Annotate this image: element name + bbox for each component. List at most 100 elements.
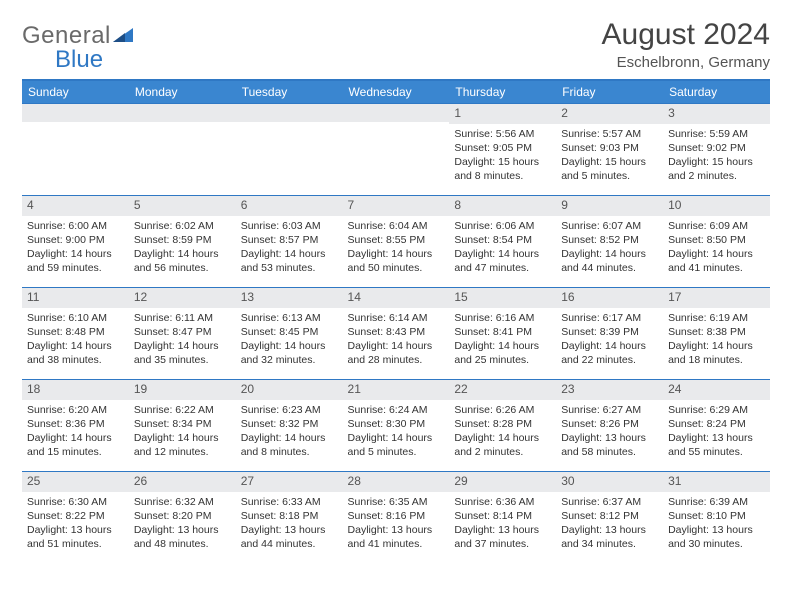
day-details: Sunrise: 6:06 AMSunset: 8:54 PMDaylight:… bbox=[449, 216, 556, 280]
day-details: Sunrise: 6:16 AMSunset: 8:41 PMDaylight:… bbox=[449, 308, 556, 372]
empty-day-strip bbox=[129, 104, 236, 122]
day-number: 3 bbox=[663, 104, 770, 124]
weekday-header: Thursday bbox=[449, 80, 556, 104]
day-number: 23 bbox=[556, 380, 663, 400]
calendar-week-row: 25Sunrise: 6:30 AMSunset: 8:22 PMDayligh… bbox=[22, 472, 770, 564]
brand-part2: Blue bbox=[55, 46, 103, 74]
day-details: Sunrise: 6:27 AMSunset: 8:26 PMDaylight:… bbox=[556, 400, 663, 464]
calendar-day-cell: 6Sunrise: 6:03 AMSunset: 8:57 PMDaylight… bbox=[236, 196, 343, 288]
location: Eschelbronn, Germany bbox=[602, 54, 770, 71]
day-number: 25 bbox=[22, 472, 129, 492]
day-number: 29 bbox=[449, 472, 556, 492]
calendar-week-row: 1Sunrise: 5:56 AMSunset: 9:05 PMDaylight… bbox=[22, 104, 770, 196]
day-number: 22 bbox=[449, 380, 556, 400]
day-details: Sunrise: 6:14 AMSunset: 8:43 PMDaylight:… bbox=[343, 308, 450, 372]
day-details: Sunrise: 6:32 AMSunset: 8:20 PMDaylight:… bbox=[129, 492, 236, 556]
weekday-header: Saturday bbox=[663, 80, 770, 104]
day-number: 16 bbox=[556, 288, 663, 308]
calendar-day-cell: 12Sunrise: 6:11 AMSunset: 8:47 PMDayligh… bbox=[129, 288, 236, 380]
calendar-day-cell bbox=[129, 104, 236, 196]
day-details: Sunrise: 6:23 AMSunset: 8:32 PMDaylight:… bbox=[236, 400, 343, 464]
calendar-day-cell: 10Sunrise: 6:09 AMSunset: 8:50 PMDayligh… bbox=[663, 196, 770, 288]
day-number: 28 bbox=[343, 472, 450, 492]
day-details: Sunrise: 5:57 AMSunset: 9:03 PMDaylight:… bbox=[556, 124, 663, 188]
day-number: 21 bbox=[343, 380, 450, 400]
calendar-day-cell bbox=[236, 104, 343, 196]
calendar-day-cell: 26Sunrise: 6:32 AMSunset: 8:20 PMDayligh… bbox=[129, 472, 236, 564]
day-number: 18 bbox=[22, 380, 129, 400]
day-number: 30 bbox=[556, 472, 663, 492]
day-details: Sunrise: 6:10 AMSunset: 8:48 PMDaylight:… bbox=[22, 308, 129, 372]
calendar-day-cell: 15Sunrise: 6:16 AMSunset: 8:41 PMDayligh… bbox=[449, 288, 556, 380]
day-number: 13 bbox=[236, 288, 343, 308]
calendar-day-cell: 13Sunrise: 6:13 AMSunset: 8:45 PMDayligh… bbox=[236, 288, 343, 380]
calendar-day-cell: 30Sunrise: 6:37 AMSunset: 8:12 PMDayligh… bbox=[556, 472, 663, 564]
title-block: August 2024 Eschelbronn, Germany bbox=[602, 18, 770, 71]
calendar-day-cell: 31Sunrise: 6:39 AMSunset: 8:10 PMDayligh… bbox=[663, 472, 770, 564]
day-number: 27 bbox=[236, 472, 343, 492]
day-number: 2 bbox=[556, 104, 663, 124]
day-details: Sunrise: 6:09 AMSunset: 8:50 PMDaylight:… bbox=[663, 216, 770, 280]
empty-day-strip bbox=[343, 104, 450, 122]
empty-day-strip bbox=[236, 104, 343, 122]
day-details: Sunrise: 5:59 AMSunset: 9:02 PMDaylight:… bbox=[663, 124, 770, 188]
day-number: 10 bbox=[663, 196, 770, 216]
calendar-week-row: 11Sunrise: 6:10 AMSunset: 8:48 PMDayligh… bbox=[22, 288, 770, 380]
calendar-table: Sunday Monday Tuesday Wednesday Thursday… bbox=[22, 79, 770, 564]
calendar-day-cell: 9Sunrise: 6:07 AMSunset: 8:52 PMDaylight… bbox=[556, 196, 663, 288]
day-number: 19 bbox=[129, 380, 236, 400]
day-number: 1 bbox=[449, 104, 556, 124]
weekday-header: Wednesday bbox=[343, 80, 450, 104]
day-details: Sunrise: 6:26 AMSunset: 8:28 PMDaylight:… bbox=[449, 400, 556, 464]
day-number: 14 bbox=[343, 288, 450, 308]
day-details: Sunrise: 6:00 AMSunset: 9:00 PMDaylight:… bbox=[22, 216, 129, 280]
day-details: Sunrise: 6:17 AMSunset: 8:39 PMDaylight:… bbox=[556, 308, 663, 372]
calendar-day-cell: 4Sunrise: 6:00 AMSunset: 9:00 PMDaylight… bbox=[22, 196, 129, 288]
day-number: 20 bbox=[236, 380, 343, 400]
day-details: Sunrise: 6:24 AMSunset: 8:30 PMDaylight:… bbox=[343, 400, 450, 464]
day-details: Sunrise: 6:20 AMSunset: 8:36 PMDaylight:… bbox=[22, 400, 129, 464]
day-details: Sunrise: 6:22 AMSunset: 8:34 PMDaylight:… bbox=[129, 400, 236, 464]
day-number: 5 bbox=[129, 196, 236, 216]
calendar-day-cell: 1Sunrise: 5:56 AMSunset: 9:05 PMDaylight… bbox=[449, 104, 556, 196]
month-title: August 2024 bbox=[602, 18, 770, 52]
calendar-day-cell: 27Sunrise: 6:33 AMSunset: 8:18 PMDayligh… bbox=[236, 472, 343, 564]
calendar-week-row: 18Sunrise: 6:20 AMSunset: 8:36 PMDayligh… bbox=[22, 380, 770, 472]
weekday-header-row: Sunday Monday Tuesday Wednesday Thursday… bbox=[22, 80, 770, 104]
weekday-header: Tuesday bbox=[236, 80, 343, 104]
calendar-day-cell bbox=[343, 104, 450, 196]
day-details: Sunrise: 5:56 AMSunset: 9:05 PMDaylight:… bbox=[449, 124, 556, 188]
day-details: Sunrise: 6:33 AMSunset: 8:18 PMDaylight:… bbox=[236, 492, 343, 556]
day-details: Sunrise: 6:07 AMSunset: 8:52 PMDaylight:… bbox=[556, 216, 663, 280]
day-details: Sunrise: 6:30 AMSunset: 8:22 PMDaylight:… bbox=[22, 492, 129, 556]
day-details: Sunrise: 6:13 AMSunset: 8:45 PMDaylight:… bbox=[236, 308, 343, 372]
calendar-day-cell: 29Sunrise: 6:36 AMSunset: 8:14 PMDayligh… bbox=[449, 472, 556, 564]
calendar-day-cell: 5Sunrise: 6:02 AMSunset: 8:59 PMDaylight… bbox=[129, 196, 236, 288]
day-details: Sunrise: 6:29 AMSunset: 8:24 PMDaylight:… bbox=[663, 400, 770, 464]
day-number: 4 bbox=[22, 196, 129, 216]
calendar-day-cell: 28Sunrise: 6:35 AMSunset: 8:16 PMDayligh… bbox=[343, 472, 450, 564]
day-number: 17 bbox=[663, 288, 770, 308]
calendar-day-cell: 19Sunrise: 6:22 AMSunset: 8:34 PMDayligh… bbox=[129, 380, 236, 472]
day-details: Sunrise: 6:19 AMSunset: 8:38 PMDaylight:… bbox=[663, 308, 770, 372]
calendar-day-cell: 18Sunrise: 6:20 AMSunset: 8:36 PMDayligh… bbox=[22, 380, 129, 472]
day-number: 7 bbox=[343, 196, 450, 216]
calendar-day-cell: 20Sunrise: 6:23 AMSunset: 8:32 PMDayligh… bbox=[236, 380, 343, 472]
day-number: 26 bbox=[129, 472, 236, 492]
day-number: 11 bbox=[22, 288, 129, 308]
calendar-day-cell: 21Sunrise: 6:24 AMSunset: 8:30 PMDayligh… bbox=[343, 380, 450, 472]
calendar-day-cell: 17Sunrise: 6:19 AMSunset: 8:38 PMDayligh… bbox=[663, 288, 770, 380]
day-details: Sunrise: 6:39 AMSunset: 8:10 PMDaylight:… bbox=[663, 492, 770, 556]
calendar-week-row: 4Sunrise: 6:00 AMSunset: 9:00 PMDaylight… bbox=[22, 196, 770, 288]
calendar-day-cell: 7Sunrise: 6:04 AMSunset: 8:55 PMDaylight… bbox=[343, 196, 450, 288]
day-details: Sunrise: 6:02 AMSunset: 8:59 PMDaylight:… bbox=[129, 216, 236, 280]
weekday-header: Friday bbox=[556, 80, 663, 104]
day-number: 8 bbox=[449, 196, 556, 216]
calendar-day-cell: 2Sunrise: 5:57 AMSunset: 9:03 PMDaylight… bbox=[556, 104, 663, 196]
calendar-day-cell: 14Sunrise: 6:14 AMSunset: 8:43 PMDayligh… bbox=[343, 288, 450, 380]
calendar-day-cell: 23Sunrise: 6:27 AMSunset: 8:26 PMDayligh… bbox=[556, 380, 663, 472]
calendar-day-cell bbox=[22, 104, 129, 196]
calendar-day-cell: 8Sunrise: 6:06 AMSunset: 8:54 PMDaylight… bbox=[449, 196, 556, 288]
day-number: 31 bbox=[663, 472, 770, 492]
empty-day-strip bbox=[22, 104, 129, 122]
